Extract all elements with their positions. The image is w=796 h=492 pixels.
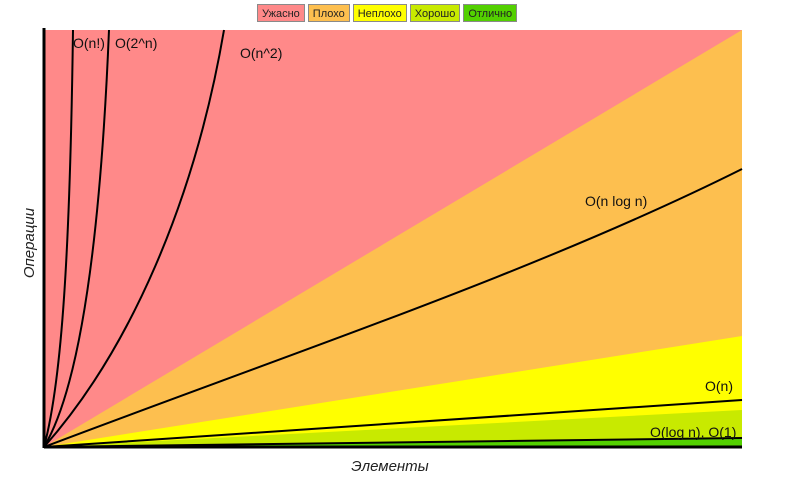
label-exponential: O(2^n) [115, 35, 157, 51]
y-axis-title: Операции [21, 207, 38, 278]
legend-item-bad: Плохо [307, 4, 350, 22]
curve-labels: O(n!) O(2^n) O(n^2) O(n log n) O(n) O(log n),… [73, 35, 736, 440]
label-quadratic: O(n^2) [240, 45, 282, 61]
legend-item-good: Хорошо [409, 4, 461, 22]
legend-item-terrible: Ужасно [257, 4, 305, 22]
x-axis-title: Элементы [351, 458, 428, 475]
curve-exponential [43, 29, 110, 448]
legend-item-excellent: Отлично [463, 4, 518, 22]
curve-linear [43, 399, 743, 448]
label-factorial: O(n!) [73, 35, 105, 51]
legend-item-fair: Неплохо [352, 4, 407, 22]
curve-quadratic [43, 29, 225, 448]
region-good [44, 410, 742, 447]
label-nlogn: O(n log n) [585, 193, 647, 209]
complexity-regions [44, 30, 742, 447]
label-log-constant: O(log n), O(1) [650, 424, 736, 440]
curve-factorial [43, 29, 74, 448]
region-bad [44, 30, 742, 447]
label-linear: O(n) [705, 378, 733, 394]
legend: Ужасно Плохо Неплохо Хорошо Отлично [257, 4, 518, 22]
curve-nlogn [43, 168, 743, 448]
complexity-curves [43, 29, 743, 448]
